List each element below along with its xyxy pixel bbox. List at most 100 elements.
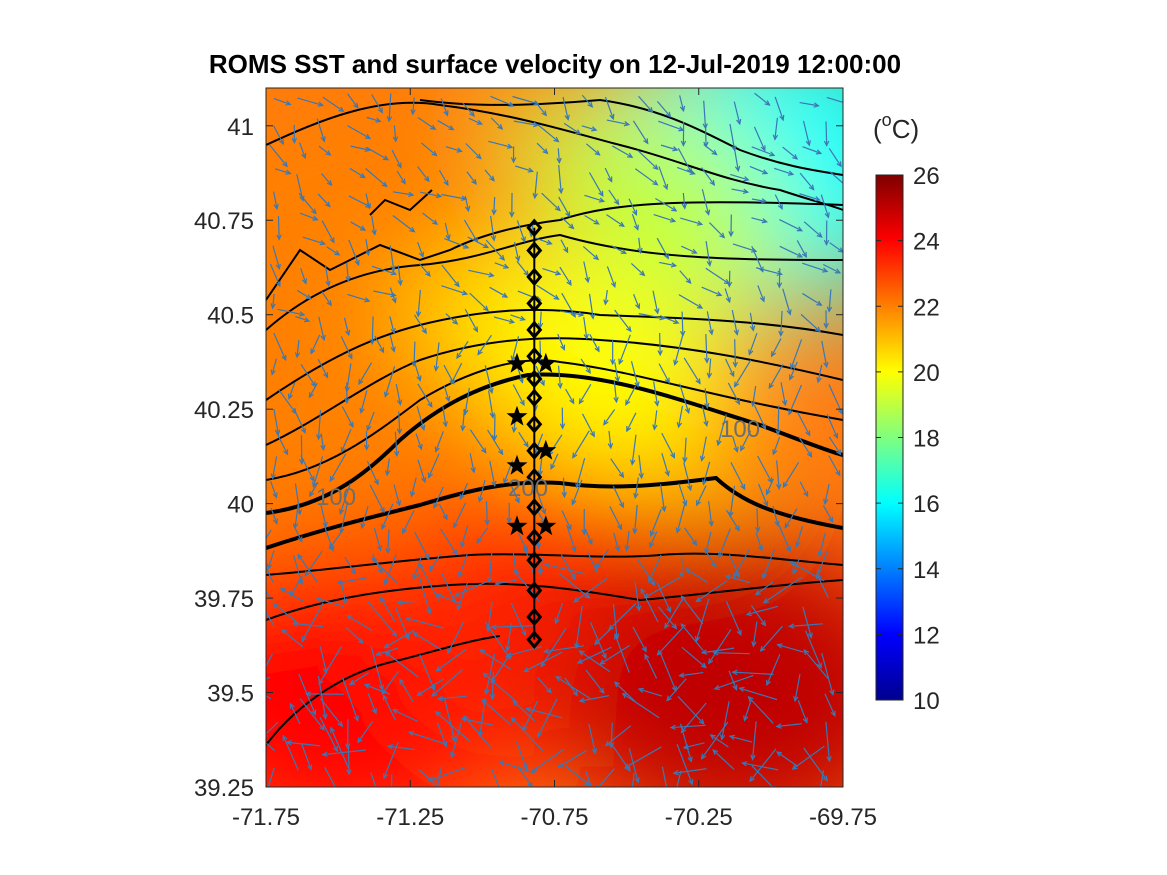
velocity-arrow-head xyxy=(371,708,377,715)
section-diamond xyxy=(526,241,543,260)
velocity-arrow-head xyxy=(353,715,359,722)
velocity-arrow xyxy=(557,365,562,388)
velocity-arrow xyxy=(463,219,478,243)
velocity-arrow-head xyxy=(469,110,475,117)
velocity-arrow-head xyxy=(532,192,538,200)
velocity-arrow-head xyxy=(704,402,710,410)
velocity-arrow-head xyxy=(700,649,708,655)
velocity-arrow xyxy=(296,340,300,358)
velocity-arrow-head xyxy=(729,371,735,378)
velocity-arrow-head xyxy=(583,333,589,341)
velocity-arrow-head xyxy=(378,797,382,802)
velocity-arrow-head xyxy=(445,234,451,241)
velocity-arrow-head xyxy=(270,369,276,376)
velocity-arrow-head xyxy=(665,789,669,794)
velocity-arrow xyxy=(637,150,659,170)
velocity-arrow xyxy=(802,120,810,146)
velocity-arrow xyxy=(512,95,539,105)
velocity-arrow xyxy=(534,171,538,198)
velocity-arrow xyxy=(278,389,297,414)
velocity-arrow-head xyxy=(712,749,719,755)
velocity-arrow xyxy=(612,603,618,639)
velocity-arrow xyxy=(418,563,440,601)
velocity-arrow xyxy=(367,693,377,714)
velocity-arrow xyxy=(657,628,683,656)
velocity-arrow xyxy=(330,727,349,769)
velocity-arrow xyxy=(701,167,715,186)
velocity-arrow xyxy=(342,677,359,721)
velocity-arrow-head xyxy=(634,381,640,388)
velocity-arrow xyxy=(558,196,571,217)
velocity-arrow xyxy=(536,142,548,154)
velocity-arrow-head xyxy=(694,636,701,643)
velocity-arrow xyxy=(679,95,685,111)
velocity-arrow-head xyxy=(761,218,769,224)
velocity-arrow-head xyxy=(310,208,317,215)
velocity-arrow xyxy=(708,501,713,526)
velocity-arrow-head xyxy=(319,240,326,246)
velocity-arrow-head xyxy=(585,367,591,374)
velocity-arrow xyxy=(302,236,325,245)
velocity-arrow-head xyxy=(357,737,363,744)
velocity-arrow-head xyxy=(497,449,504,456)
velocity-arrow xyxy=(755,267,782,275)
velocity-arrow-head xyxy=(452,549,458,556)
velocity-arrow-head xyxy=(599,659,606,665)
velocity-arrow-head xyxy=(429,565,435,573)
velocity-arrow-head xyxy=(440,788,445,793)
velocity-arrow xyxy=(559,266,572,286)
velocity-arrow-head xyxy=(360,522,366,530)
velocity-arrow-head xyxy=(594,150,601,156)
velocity-arrow-head xyxy=(512,699,519,706)
velocity-arrow-head xyxy=(731,669,738,676)
velocity-arrow-head xyxy=(453,591,460,597)
velocity-arrow-head xyxy=(817,797,821,802)
velocity-arrow-head xyxy=(671,206,678,212)
velocity-arrow-head xyxy=(689,169,696,175)
velocity-arrow xyxy=(320,698,343,727)
velocity-arrow xyxy=(469,292,489,311)
velocity-arrow-head xyxy=(589,431,595,438)
velocity-arrow xyxy=(683,357,701,384)
velocity-arrow xyxy=(436,722,447,747)
velocity-arrow xyxy=(555,676,591,699)
velocity-arrow-head xyxy=(593,567,598,574)
colorbar: 10 12 14 16 18 20 22 24 26 (oC) xyxy=(873,110,940,715)
velocity-arrow xyxy=(324,265,330,286)
velocity-arrow-head xyxy=(776,643,783,649)
velocity-arrow xyxy=(799,481,809,497)
velocity-arrow xyxy=(443,364,455,384)
velocity-arrow-head xyxy=(708,658,714,665)
velocity-arrow xyxy=(323,526,334,551)
velocity-arrow xyxy=(266,742,276,752)
velocity-arrow-head xyxy=(519,315,526,321)
velocity-arrow-head xyxy=(561,491,567,499)
velocity-arrow-head xyxy=(411,360,417,368)
section-diamond xyxy=(526,528,543,547)
velocity-arrow xyxy=(828,436,842,455)
velocity-arrow-head xyxy=(568,223,575,230)
velocity-arrow-head xyxy=(336,579,343,586)
velocity-arrow-head xyxy=(369,338,376,346)
velocity-arrow xyxy=(445,146,462,152)
velocity-arrow xyxy=(365,168,388,187)
velocity-arrow-head xyxy=(623,121,631,127)
velocity-arrow-head xyxy=(796,252,804,258)
velocity-arrow xyxy=(389,334,395,352)
velocity-arrow xyxy=(557,148,560,163)
velocity-arrow xyxy=(350,145,370,151)
velocity-arrow-head xyxy=(482,243,490,249)
velocity-arrow-head xyxy=(412,632,419,638)
velocity-arrow xyxy=(326,246,340,256)
velocity-arrow-head xyxy=(505,645,511,652)
velocity-arrow-head xyxy=(643,138,649,145)
velocity-arrow-head xyxy=(514,497,520,504)
velocity-arrow xyxy=(751,198,767,203)
velocity-arrow xyxy=(799,193,820,201)
velocity-arrow-head xyxy=(322,521,328,529)
velocity-arrow-head xyxy=(399,678,405,685)
contour-line-11 xyxy=(266,579,843,621)
velocity-arrow xyxy=(341,406,354,428)
velocity-arrow-head xyxy=(669,217,677,223)
velocity-arrow-head xyxy=(643,593,650,599)
